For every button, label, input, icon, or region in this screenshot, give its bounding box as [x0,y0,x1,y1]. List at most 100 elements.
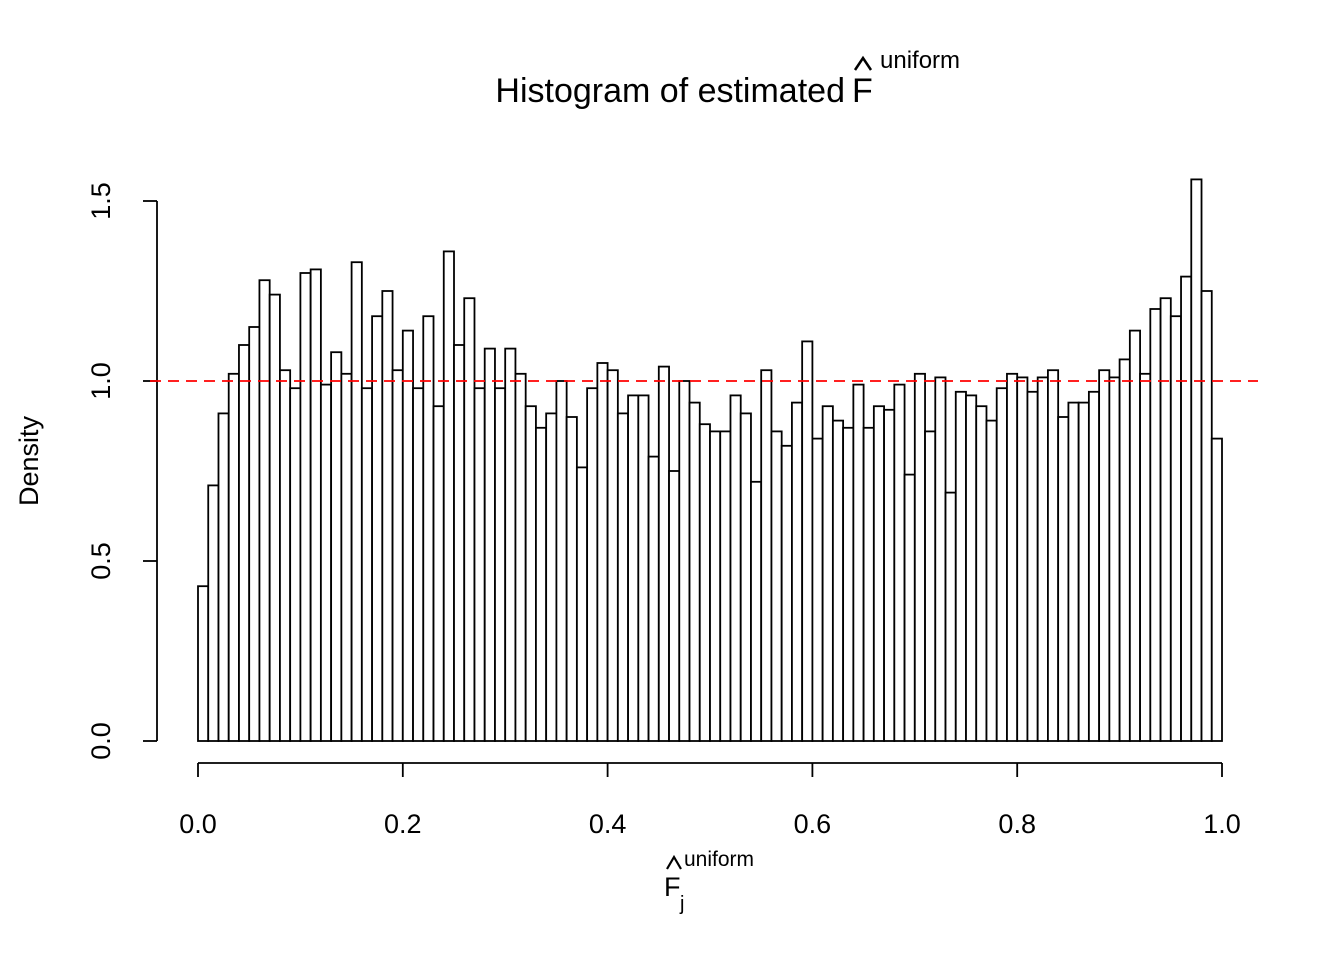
bar [575,466,589,742]
bar [842,426,855,742]
bar [514,372,527,742]
bar [791,401,804,742]
bar [1016,376,1029,742]
bar [770,430,783,742]
bar [586,387,599,742]
bar [217,412,230,742]
bar [422,315,435,742]
bar [1180,275,1193,742]
title-symbol: F [852,72,873,110]
hat-accent [853,55,873,71]
bar [678,380,691,742]
hat-accent [666,854,682,870]
x-tick-label: 0.4 [589,809,627,839]
bar [340,372,353,742]
bar [1159,297,1172,742]
bar [647,455,660,742]
bar [1149,308,1162,742]
bar [975,405,988,742]
bar [432,405,445,742]
bar [289,387,302,742]
bar [1036,376,1049,742]
bar [1169,315,1182,742]
y-tick-label: 1.0 [86,362,116,400]
bar [1006,372,1019,742]
bar [197,585,210,742]
bar [504,347,517,742]
bar [545,412,558,742]
bar [1200,290,1213,742]
bar [750,480,763,742]
x-axis-label-superscript: uniform [684,848,754,871]
x-tick-label: 0.6 [794,809,832,839]
bar [1098,369,1111,742]
bar [883,408,896,742]
bar [207,484,220,742]
bar [1190,178,1203,742]
bar [831,419,845,742]
bar [965,394,978,742]
bar [360,387,373,742]
bar [924,430,937,742]
bar [565,416,578,742]
bar [330,351,343,742]
bar [872,405,885,742]
bar [985,419,998,742]
bar [412,387,425,742]
bar [381,290,394,742]
bar [934,376,947,742]
bar [668,470,681,742]
bar [893,383,906,742]
x-tick-label: 1.0 [1203,809,1241,839]
x-axis-label-subscript: j [679,893,684,915]
bar [903,473,916,742]
bar [442,250,455,742]
bar [1077,401,1090,742]
bar [657,365,670,742]
bar [995,387,1008,742]
bar [279,369,292,742]
bar [299,272,312,742]
bar [473,387,486,742]
bar [729,394,742,742]
bar [1139,372,1152,742]
bar [391,369,404,742]
bar [258,279,271,742]
bar [698,423,711,742]
bar [954,390,967,742]
bar [811,437,824,742]
bar [606,369,619,742]
bar [555,380,568,742]
chart-title: Histogram of estimated [495,72,845,110]
bar [319,383,333,742]
bar [616,412,629,742]
bar [1047,369,1060,742]
bar [371,315,384,742]
bar [1118,358,1131,742]
bar [309,268,322,742]
bar [1067,401,1080,742]
y-tick-label: 0.5 [86,542,116,580]
bar [1210,437,1223,742]
bar [852,383,865,742]
bar [821,405,834,742]
bar [862,426,875,742]
bar [688,401,701,742]
bar [780,444,793,742]
bar [944,491,957,742]
bar [719,430,732,742]
x-tick-label: 0.0 [179,809,217,839]
bar [637,394,650,742]
x-tick-label: 0.8 [998,809,1036,839]
y-axis-label: Density [14,415,44,506]
bar [709,430,722,742]
bar [1108,376,1121,742]
bar [463,297,476,742]
bar [268,293,281,742]
bar [627,394,640,742]
bar [801,340,814,742]
bar [494,387,507,742]
y-tick-label: 1.5 [86,182,116,220]
bar [524,405,537,742]
